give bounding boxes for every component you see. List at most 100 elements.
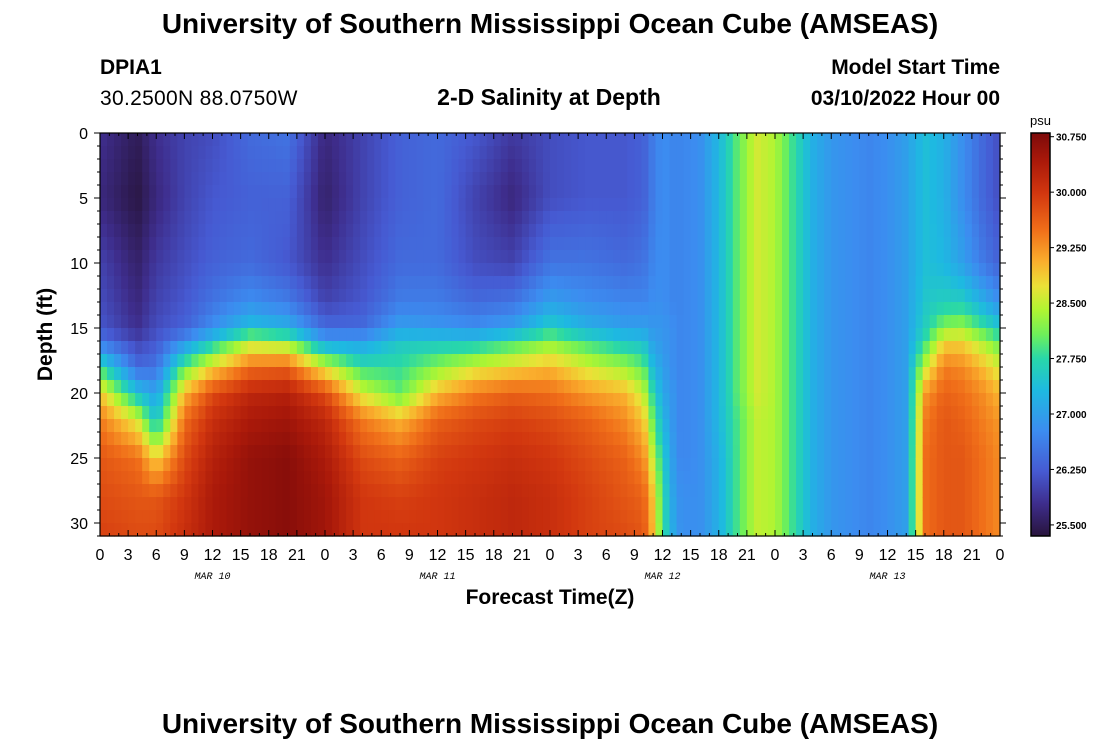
heat-cell [444, 159, 453, 173]
heat-cell [655, 471, 664, 485]
heat-cell [599, 380, 607, 394]
heat-cell [971, 380, 980, 394]
heat-cell [950, 510, 959, 524]
heat-cell [142, 224, 150, 238]
heat-cell [634, 224, 643, 238]
heat-cell [472, 250, 481, 264]
heat-cell [571, 198, 579, 212]
heat-cell [177, 263, 185, 277]
heat-cell [395, 445, 403, 459]
heat-cell [767, 523, 776, 537]
heat-cell [107, 328, 115, 342]
heat-cell [114, 237, 122, 251]
heat-cell [374, 224, 382, 238]
heat-cell [296, 237, 305, 251]
heat-cell [571, 159, 579, 173]
heat-cell [184, 354, 193, 368]
heat-cell [325, 367, 333, 381]
heat-cell [353, 419, 361, 433]
heat-cell [458, 133, 467, 147]
heat-cell [486, 458, 495, 472]
heat-cell [402, 198, 410, 212]
heat-cell [451, 276, 460, 290]
heat-cell [177, 315, 185, 329]
heat-cell [880, 302, 889, 316]
heat-cell [198, 367, 207, 381]
heat-cell [767, 224, 776, 238]
heat-cell [325, 263, 333, 277]
heat-cell [641, 146, 650, 160]
heat-cell [437, 250, 446, 264]
heat-cell [852, 406, 860, 420]
heat-cell [360, 198, 368, 212]
heat-cell [353, 523, 361, 537]
heat-cell [346, 367, 354, 381]
heat-cell [198, 497, 207, 511]
heat-cell [732, 471, 741, 485]
heat-cell [676, 354, 685, 368]
heat-cell [606, 315, 614, 329]
heat-cell [451, 133, 460, 147]
heat-cell [557, 432, 565, 446]
heat-cell [219, 354, 228, 368]
heat-cell [669, 224, 678, 238]
heat-cell [142, 497, 150, 511]
heat-cell [915, 523, 924, 537]
heat-cell [697, 250, 706, 264]
heat-cell [135, 393, 143, 407]
heat-cell [388, 393, 396, 407]
heat-cell [803, 315, 811, 329]
x-tick-label: 9 [630, 547, 639, 564]
heat-cell [275, 224, 284, 238]
heat-cell [465, 510, 474, 524]
heat-cell [521, 302, 530, 316]
heat-cell [971, 393, 980, 407]
heat-cell [880, 510, 889, 524]
heat-cell [789, 302, 797, 316]
y-tick-label: 5 [79, 191, 88, 208]
heat-cell [100, 224, 108, 238]
heat-cell [824, 263, 832, 277]
heat-cell [894, 406, 903, 420]
heat-cell [156, 406, 164, 420]
heat-cell [479, 211, 488, 225]
heat-cell [128, 315, 136, 329]
heat-cell [620, 237, 628, 251]
heat-cell [233, 471, 242, 485]
heat-cell [732, 133, 741, 147]
heat-cell [775, 458, 783, 472]
heat-cell [711, 263, 720, 277]
heat-cell [817, 250, 825, 264]
heat-cell [205, 289, 214, 303]
heat-cell [296, 159, 305, 173]
heat-cell [367, 250, 375, 264]
heat-cell [261, 354, 270, 368]
heat-cell [901, 211, 910, 225]
heat-cell [128, 458, 136, 472]
heat-cell [880, 406, 889, 420]
heat-cell [655, 367, 664, 381]
heat-cell [205, 367, 214, 381]
heat-cell [465, 276, 474, 290]
heat-cell [831, 289, 839, 303]
heat-cell [268, 250, 277, 264]
heat-cell [261, 393, 270, 407]
heat-cell [866, 263, 875, 277]
heat-cell [317, 471, 326, 485]
heat-cell [423, 198, 432, 212]
heat-cell [775, 289, 783, 303]
heat-cell [303, 393, 312, 407]
heat-cell [929, 380, 938, 394]
heat-cell [873, 289, 882, 303]
heat-cell [149, 432, 157, 446]
heat-cell [789, 354, 797, 368]
heat-cell [353, 484, 361, 498]
heat-cell [564, 354, 572, 368]
heat-cell [760, 380, 769, 394]
heat-cell [226, 341, 235, 355]
heat-cell [500, 289, 509, 303]
heat-cell [458, 224, 467, 238]
heat-cell [205, 445, 214, 459]
heat-cell [901, 315, 910, 329]
heat-cell [521, 510, 530, 524]
